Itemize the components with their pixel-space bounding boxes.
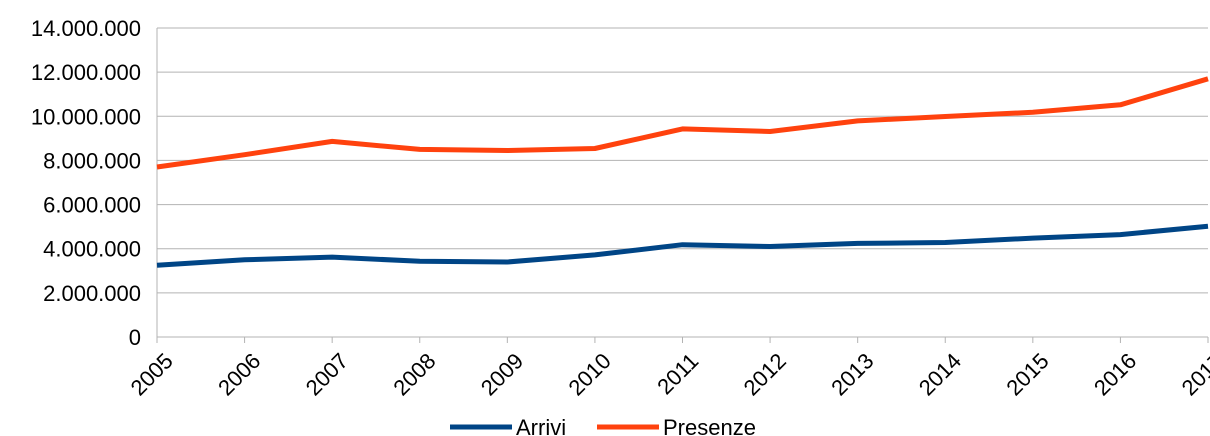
- x-tick-label: 2010: [563, 348, 615, 400]
- y-tick-label: 2.000.000: [43, 281, 141, 306]
- y-tick-label: 10.000.000: [31, 104, 141, 129]
- legend-label-presenze: Presenze: [663, 415, 756, 436]
- series-lines: [156, 76, 1209, 268]
- y-tick-label: 12.000.000: [31, 60, 141, 85]
- x-tick-label: 2014: [914, 348, 966, 400]
- series-line-presenze: [156, 76, 1209, 170]
- x-tick-label: 2017: [1177, 348, 1210, 400]
- y-tick-label: 6.000.000: [43, 193, 141, 218]
- y-axis-tick-labels: 0 2.000.000 4.000.000 6.000.000 8.000.000 10.…: [31, 16, 141, 350]
- gridlines: [156, 27, 1209, 343]
- x-tick-label: 2015: [1001, 348, 1053, 400]
- legend: Arrivi Presenze: [450, 415, 756, 436]
- x-tick-label: 2016: [1089, 348, 1141, 400]
- x-tick-label: 2005: [126, 348, 178, 400]
- series-line-arrivi: [156, 223, 1209, 268]
- x-tick-label: 2011: [652, 348, 703, 399]
- y-tick-label: 0: [129, 325, 141, 350]
- y-tick-label: 14.000.000: [31, 16, 141, 41]
- x-tick-label: 2013: [826, 348, 878, 400]
- x-tick-label: 2006: [213, 348, 265, 400]
- x-tick-label: 2012: [739, 348, 791, 400]
- y-tick-label: 4.000.000: [43, 237, 141, 262]
- x-axis-tick-labels: 2005 2006 2007 2008 2009 2010 2011 2012 2013 2014…: [126, 348, 1210, 400]
- y-tick-label: 8.000.000: [43, 148, 141, 173]
- x-tick-label: 2009: [476, 348, 528, 400]
- x-tick-label: 2008: [388, 348, 440, 400]
- x-tick-label: 2007: [301, 348, 353, 400]
- legend-label-arrivi: Arrivi: [516, 415, 566, 436]
